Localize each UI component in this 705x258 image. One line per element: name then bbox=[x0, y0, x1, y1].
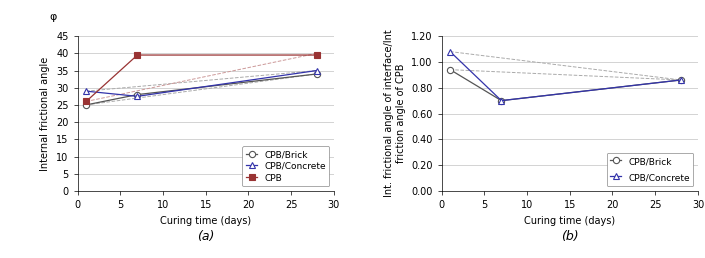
CPB/Concrete bbox=[312, 69, 321, 72]
CPB/Concrete bbox=[446, 50, 454, 53]
CPB/Brick bbox=[133, 93, 142, 96]
CPB/Concrete bbox=[82, 90, 90, 93]
Line: CPB/Brick: CPB/Brick bbox=[83, 71, 320, 108]
Legend: CPB/Brick, CPB/Concrete, CPB: CPB/Brick, CPB/Concrete, CPB bbox=[243, 146, 329, 187]
Text: (a): (a) bbox=[197, 230, 214, 244]
Line: CPB/Concrete: CPB/Concrete bbox=[83, 67, 320, 99]
CPB/Brick bbox=[677, 78, 685, 82]
CPB bbox=[133, 53, 142, 57]
Legend: CPB/Brick, CPB/Concrete: CPB/Brick, CPB/Concrete bbox=[606, 153, 694, 187]
Line: CPB/Brick: CPB/Brick bbox=[447, 67, 684, 104]
CPB/Brick bbox=[312, 72, 321, 76]
Y-axis label: Internal frictional angle: Internal frictional angle bbox=[40, 57, 51, 171]
CPB bbox=[312, 53, 321, 57]
CPB/Brick bbox=[82, 103, 90, 107]
X-axis label: Curing time (days): Curing time (days) bbox=[525, 215, 615, 225]
Line: CPB/Concrete: CPB/Concrete bbox=[447, 49, 684, 104]
Text: (b): (b) bbox=[561, 230, 579, 244]
CPB bbox=[82, 100, 90, 103]
Y-axis label: Int. frictional angle of interface/Int
friction angle of CPB: Int. frictional angle of interface/Int f… bbox=[384, 30, 405, 197]
CPB/Brick bbox=[446, 68, 454, 71]
CPB/Concrete bbox=[497, 99, 505, 102]
Line: CPB: CPB bbox=[83, 52, 319, 104]
CPB/Brick bbox=[497, 99, 505, 102]
X-axis label: Curing time (days): Curing time (days) bbox=[160, 215, 251, 225]
Text: φ: φ bbox=[50, 12, 57, 22]
CPB/Concrete bbox=[677, 78, 685, 82]
CPB/Concrete bbox=[133, 95, 142, 98]
